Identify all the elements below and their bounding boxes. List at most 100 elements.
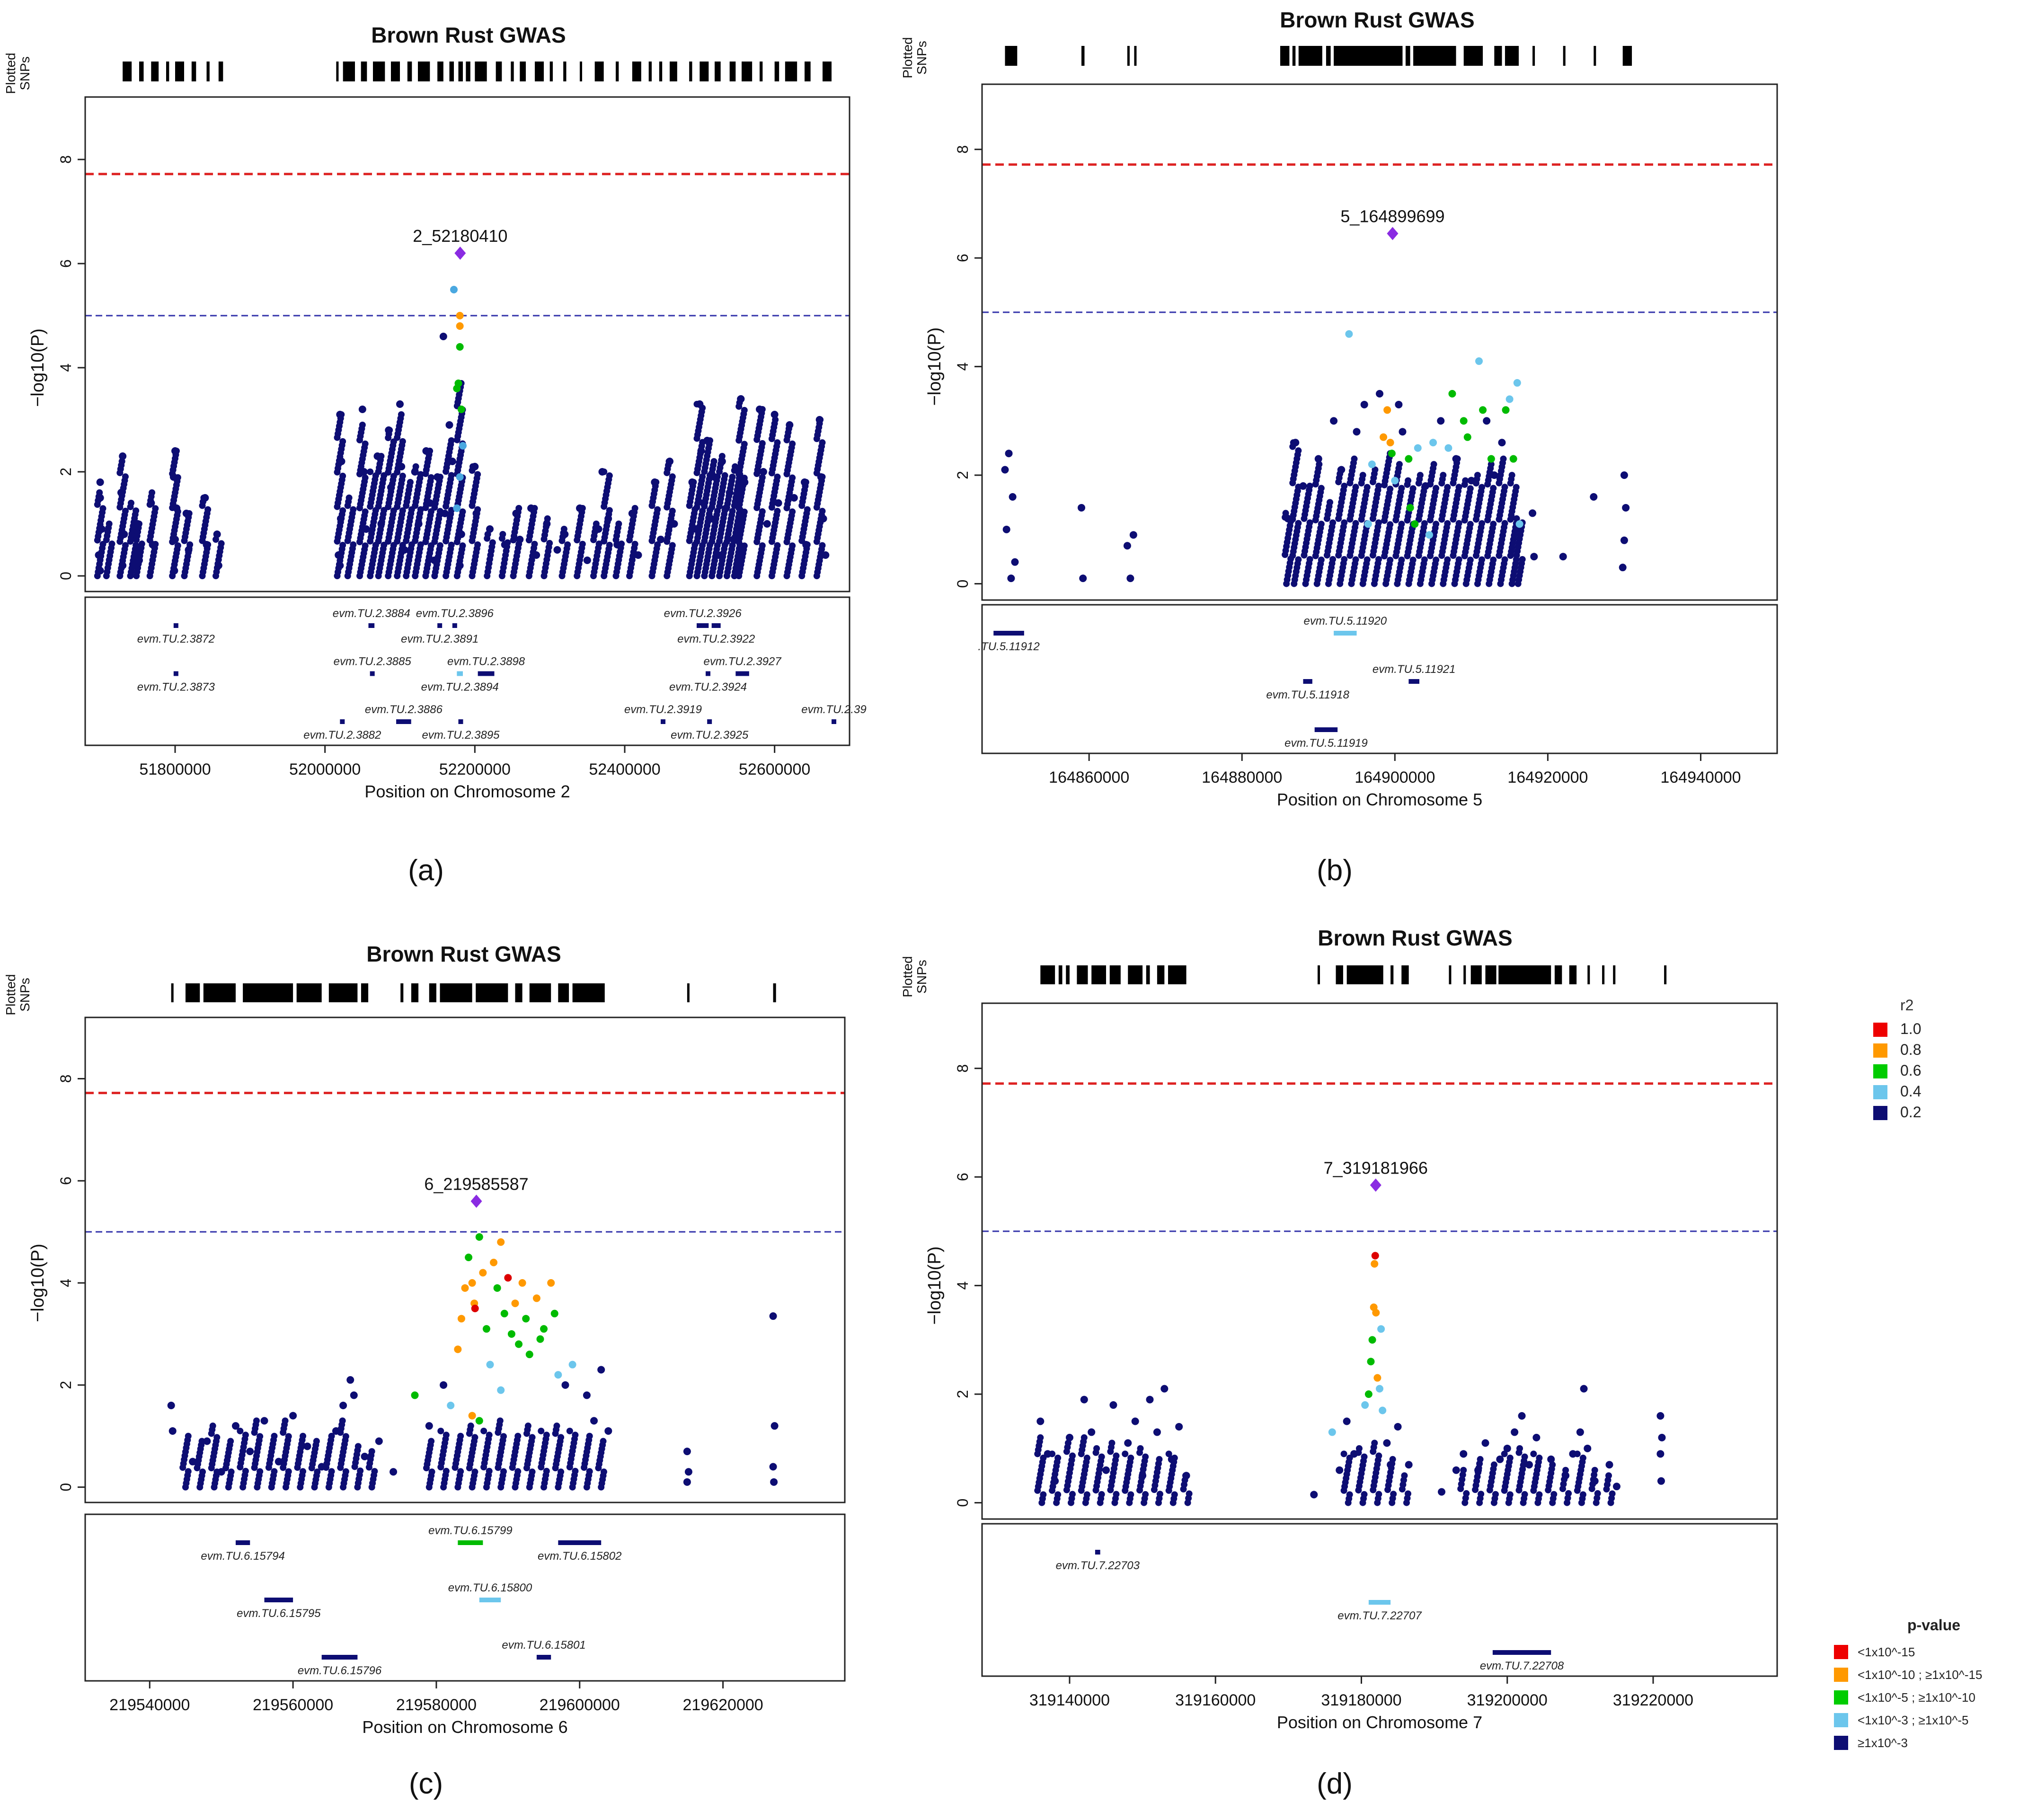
- snp-point: [770, 1478, 778, 1486]
- snp-point: [1351, 455, 1358, 462]
- y-tick-label: 8: [57, 1075, 74, 1083]
- snp-strip-segment: [1563, 46, 1566, 66]
- lead-snp-label: 5_164899699: [1340, 207, 1444, 226]
- gene-label: evm.TU.2.3925: [671, 729, 749, 742]
- snp-point: [1505, 395, 1514, 403]
- snp-point: [553, 1422, 560, 1430]
- gene-label: evm.TU.6.15800: [448, 1581, 532, 1594]
- snp-point: [1398, 521, 1405, 528]
- snp-point: [443, 1431, 450, 1439]
- x-tick-label: 52600000: [739, 760, 810, 778]
- snp-point: [579, 540, 586, 548]
- snp-point: [1565, 1490, 1572, 1497]
- snp-point: [398, 463, 406, 470]
- snp-point: [759, 542, 766, 549]
- snp-point: [493, 1284, 501, 1292]
- snp-point: [1509, 455, 1517, 463]
- snp-point: [1102, 1466, 1110, 1474]
- snp-point: [1622, 504, 1630, 512]
- snp-point: [337, 458, 345, 465]
- gene-label: evm.TU.6.15794: [201, 1550, 284, 1563]
- snp-point: [759, 468, 767, 476]
- snp-point: [1498, 439, 1506, 447]
- snp-point: [271, 1432, 278, 1440]
- snp-point: [1620, 536, 1628, 544]
- y-tick-label: 8: [954, 145, 971, 154]
- snp-point: [1656, 1412, 1665, 1420]
- snp-point: [1350, 1450, 1358, 1458]
- legend-r2-label: 0.6: [1900, 1062, 1921, 1079]
- snp-point: [474, 541, 481, 548]
- snp-point: [1113, 1491, 1120, 1498]
- snp-point: [774, 508, 781, 515]
- snp-point: [504, 1274, 512, 1282]
- chart-title: Brown Rust GWAS: [1318, 926, 1512, 950]
- snp-point: [448, 541, 455, 548]
- snp-point: [819, 439, 826, 446]
- snp-point: [468, 1412, 476, 1420]
- snp-point: [1327, 499, 1333, 506]
- snp-point: [96, 567, 104, 574]
- snp-point: [122, 473, 129, 480]
- snp-point: [1122, 1450, 1129, 1458]
- snp-point: [271, 1468, 278, 1475]
- y-tick-label: 2: [954, 471, 971, 479]
- snp-point: [1500, 455, 1507, 462]
- snp-point: [1352, 520, 1359, 527]
- snp-point: [1083, 1491, 1090, 1498]
- snp-point: [1341, 556, 1348, 563]
- snp-point: [1399, 428, 1407, 436]
- snp-point: [1433, 557, 1440, 564]
- snp-point: [1515, 520, 1523, 528]
- snp-density-strip: [1005, 46, 1632, 66]
- snp-point: [472, 510, 480, 517]
- snp-point: [1036, 1417, 1045, 1425]
- snp-strip-segment: [1168, 965, 1187, 984]
- snp-point: [518, 1279, 526, 1287]
- snp-point: [801, 478, 808, 486]
- snp-point: [1460, 1450, 1468, 1458]
- snp-point: [203, 541, 211, 548]
- snp-point: [722, 504, 730, 512]
- manhattan-panel-4: Brown Rust GWAS PlottedSNPs 7_319181966 0 2 4…: [900, 926, 1778, 1800]
- snp-point: [1513, 484, 1520, 491]
- gene-track: evm.TU.7.22703 evm.TU.7.22707 evm.TU.7.227…: [1056, 1550, 1564, 1672]
- plotted-snps-label-line-2: SNPs: [18, 978, 32, 1012]
- snp-point: [149, 541, 157, 548]
- x-tick-label: 219620000: [683, 1696, 763, 1714]
- legend-r2-label: 0.8: [1900, 1041, 1921, 1058]
- snp-point: [497, 1386, 505, 1394]
- snp-point: [213, 530, 221, 538]
- legend-r2-swatch: [1873, 1106, 1887, 1120]
- snp-point: [457, 530, 465, 538]
- plotted-snps-label-line-1: Plotted: [900, 956, 915, 997]
- snp-strip-segment: [1664, 965, 1667, 984]
- snp-point: [1126, 574, 1134, 583]
- snp-point: [339, 542, 346, 549]
- snp-point: [572, 1467, 579, 1475]
- snp-point: [152, 505, 159, 512]
- snp-point: [486, 525, 494, 533]
- snp-point: [1282, 510, 1289, 517]
- snp-point: [1160, 1385, 1169, 1393]
- snp-strip-segment: [520, 62, 526, 81]
- plotted-snps-label-line-2: SNPs: [914, 960, 929, 994]
- snp-point: [606, 541, 613, 548]
- snp-point: [1490, 485, 1497, 492]
- snp-point: [697, 447, 705, 455]
- gene-bar: [452, 623, 457, 628]
- legend-r2-swatch: [1873, 1023, 1887, 1037]
- snp-point: [1501, 1450, 1508, 1458]
- snp-point: [703, 437, 711, 444]
- snp-point: [133, 520, 142, 528]
- snp-point: [538, 1427, 545, 1434]
- snp-point: [532, 551, 540, 559]
- gene-bar: [458, 719, 463, 724]
- legend-p-swatch: [1834, 1645, 1848, 1659]
- snp-strip-segment: [429, 983, 436, 1002]
- snp-strip-segment: [475, 62, 487, 81]
- snp-point: [1387, 486, 1394, 493]
- snp-point: [1591, 1477, 1599, 1485]
- snp-point: [692, 525, 700, 533]
